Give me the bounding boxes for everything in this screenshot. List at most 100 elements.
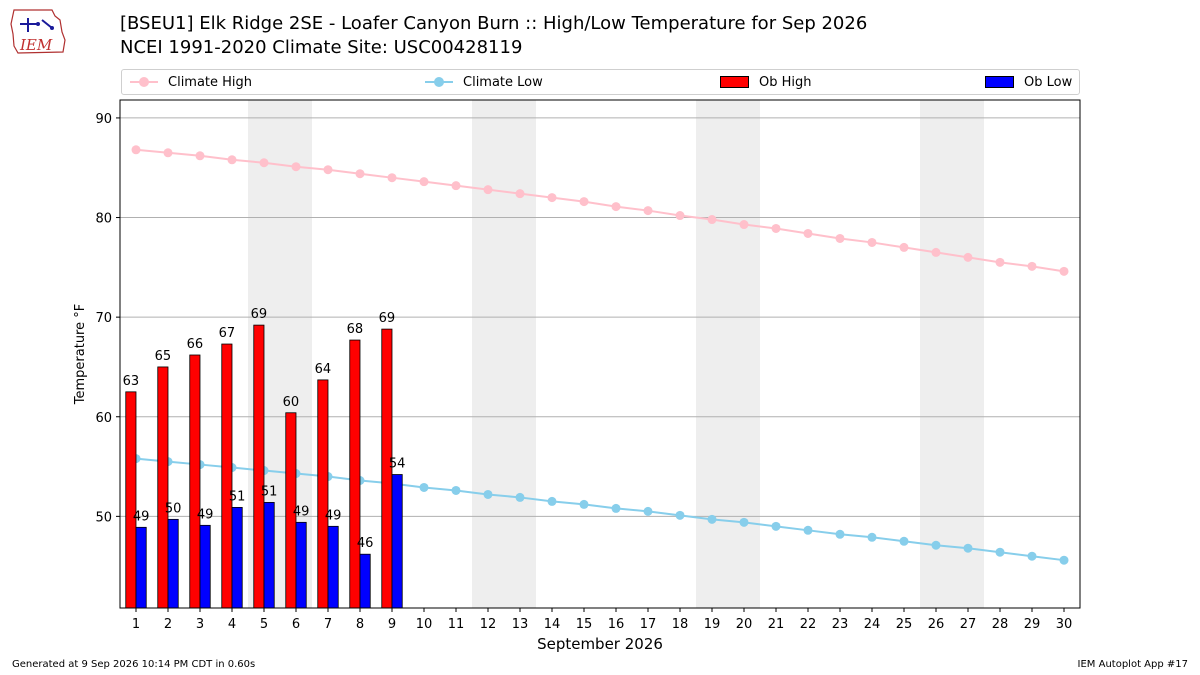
ob-low-label: 46 — [357, 536, 374, 551]
ob-low-label: 54 — [389, 457, 406, 472]
x-tick-label: 18 — [672, 617, 689, 632]
ob-low-bar — [391, 474, 403, 609]
chart-subtitle: NCEI 1991-2020 Climate Site: USC00428119 — [120, 37, 523, 58]
ob-high-bar — [189, 354, 201, 609]
climate-high-point — [835, 233, 845, 243]
climate-high-point — [227, 155, 237, 165]
weekend-shade — [920, 100, 984, 608]
ob-high-bar — [317, 379, 329, 609]
climate-low-point — [1059, 555, 1069, 565]
climate-high-point — [739, 220, 749, 230]
climate-low-point — [739, 517, 749, 527]
climate-high-point — [579, 197, 589, 207]
x-tick-label: 23 — [832, 617, 849, 632]
y-tick-label: 50 — [95, 510, 112, 525]
climate-high-point — [547, 193, 557, 203]
x-tick-label: 6 — [292, 617, 300, 632]
x-tick-label: 30 — [1056, 617, 1073, 632]
x-tick-label: 17 — [640, 617, 657, 632]
ob-high-label: 64 — [315, 362, 332, 377]
climate-high-point — [995, 257, 1005, 267]
x-tick-label: 8 — [356, 617, 364, 632]
ob-high-label: 63 — [123, 374, 140, 389]
climate-low-point — [835, 529, 845, 539]
legend-ob-low: Ob Low — [985, 70, 1072, 94]
plot-frame — [119, 99, 1081, 609]
legend-climate-high: Climate High — [130, 70, 252, 94]
climate-high-point — [803, 228, 813, 238]
ob-high-label: 66 — [187, 337, 204, 352]
svg-text:IEM: IEM — [19, 36, 53, 54]
climate-low-point — [419, 482, 429, 492]
ob-low-bar — [327, 525, 339, 609]
x-tick-label: 28 — [992, 617, 1009, 632]
climate-high-point — [611, 202, 621, 212]
climate-high-point — [1059, 266, 1069, 276]
x-axis-label: September 2026 — [537, 635, 663, 653]
legend: Climate High Climate Low Ob High Ob Low — [121, 69, 1080, 95]
ob-high-label: 69 — [379, 311, 396, 326]
climate-low-point — [611, 503, 621, 513]
climate-high-point — [355, 169, 365, 179]
app-id: IEM Autoplot App #17 — [1077, 659, 1188, 670]
ob-low-bar — [231, 506, 243, 609]
y-axis-label: Temperature °F — [73, 304, 88, 405]
x-tick-label: 27 — [960, 617, 977, 632]
x-tick-label: 3 — [196, 617, 204, 632]
x-tick-label: 5 — [260, 617, 268, 632]
x-tick-label: 13 — [512, 617, 529, 632]
x-tick-label: 14 — [544, 617, 561, 632]
ob-low-label: 49 — [197, 507, 214, 522]
weekend-shade — [472, 100, 536, 608]
climate-high-point — [771, 223, 781, 233]
y-tick-label: 90 — [95, 112, 112, 127]
x-tick-label: 29 — [1024, 617, 1041, 632]
ob-low-bar — [135, 526, 147, 609]
climate-high-point — [899, 242, 909, 252]
legend-climate-low: Climate Low — [425, 70, 543, 94]
ob-low-label: 49 — [325, 508, 342, 523]
ob-high-label: 60 — [283, 395, 300, 410]
legend-label: Climate Low — [463, 74, 543, 90]
ob-low-label: 50 — [165, 501, 182, 516]
climate-low-point — [995, 547, 1005, 557]
y-tick-label: 70 — [95, 311, 112, 326]
climate-high-point — [515, 189, 525, 199]
climate-high-point — [259, 158, 269, 168]
ob-high-bar — [253, 324, 265, 609]
climate-high-point — [675, 211, 685, 221]
x-tick-label: 12 — [480, 617, 497, 632]
x-tick-label: 21 — [768, 617, 785, 632]
climate-high-point — [451, 181, 461, 191]
ob-low-bar — [167, 518, 179, 609]
x-tick-label: 16 — [608, 617, 625, 632]
ob-low-label: 51 — [229, 489, 246, 504]
climate-high-point — [931, 247, 941, 257]
climate-low-point — [803, 525, 813, 535]
climate-low-point — [1027, 551, 1037, 561]
legend-label: Ob High — [759, 74, 812, 90]
climate-high-point — [963, 252, 973, 262]
x-tick-label: 7 — [324, 617, 332, 632]
ob-low-label: 49 — [293, 504, 310, 519]
x-tick-label: 2 — [164, 617, 172, 632]
climate-high-line — [135, 148, 1065, 273]
climate-high-point — [387, 173, 397, 183]
climate-low-point — [963, 543, 973, 553]
x-tick-label: 15 — [576, 617, 593, 632]
ob-high-label: 67 — [219, 326, 236, 341]
climate-high-point — [163, 148, 173, 158]
ob-low-label: 49 — [133, 509, 150, 524]
climate-high-point — [323, 165, 333, 175]
climate-low-point — [771, 521, 781, 531]
legend-ob-high: Ob High — [720, 70, 812, 94]
climate-high-point — [483, 185, 493, 195]
climate-low-point — [451, 485, 461, 495]
climate-low-point — [579, 499, 589, 509]
climate-low-point — [707, 514, 717, 524]
climate-high-point — [195, 151, 205, 161]
climate-high-point — [291, 162, 301, 172]
x-tick-label: 26 — [928, 617, 945, 632]
x-tick-label: 19 — [704, 617, 721, 632]
